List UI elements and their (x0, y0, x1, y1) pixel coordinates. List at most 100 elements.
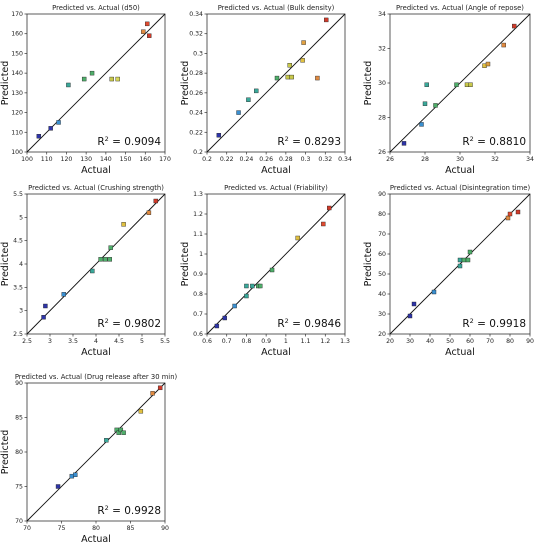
r-squared-r: R (97, 136, 104, 148)
y-tick-label: 0.24 (189, 110, 203, 117)
x-tick-label: 130 (80, 156, 92, 163)
y-tick-label: 20 (378, 331, 386, 338)
y-tick-label: 80 (15, 449, 23, 456)
y-tick-label: 3.5 (13, 284, 23, 291)
x-tick-label: 80 (92, 525, 100, 532)
y-tick-label: 0.2 (193, 149, 203, 156)
x-axis-label: Actual (261, 165, 291, 176)
data-point (102, 257, 108, 262)
data-point (104, 438, 109, 443)
r-squared-r: R (462, 136, 469, 148)
data-point (454, 82, 459, 87)
data-point (109, 76, 114, 82)
data-point (285, 74, 291, 80)
y-axis-label: Predicted (363, 242, 374, 287)
data-point (73, 472, 78, 477)
x-tick-label: 90 (526, 338, 534, 345)
data-point (289, 74, 294, 80)
data-point (501, 42, 506, 48)
data-point (301, 40, 306, 45)
x-axis-label: Actual (81, 347, 111, 358)
y-tick-label: 4.5 (13, 238, 23, 245)
r-squared-value: = 0.9094 (109, 136, 162, 148)
x-axis-label: Actual (261, 347, 291, 358)
data-point (90, 268, 95, 274)
data-point (146, 210, 152, 215)
r-squared-superscript: 2 (470, 135, 474, 143)
r-squared-superscript: 2 (285, 135, 289, 143)
x-tick-label: 170 (159, 156, 171, 163)
x-tick-label: 5.5 (160, 338, 170, 345)
x-tick-label: 140 (100, 156, 112, 163)
reference-line (26, 382, 166, 522)
x-tick-label: 150 (120, 156, 132, 163)
x-tick-label: 3 (48, 338, 52, 345)
y-tick-label: 140 (11, 70, 23, 77)
x-axis-label: Actual (445, 347, 475, 358)
data-point (300, 58, 305, 63)
reference-line (206, 193, 346, 335)
data-point (324, 17, 329, 23)
r-squared-label: R2 = 0.8810 (462, 135, 526, 148)
y-tick-label: 0.34 (189, 11, 203, 18)
chart-title: Predicted vs. Actual (d50) (52, 4, 140, 12)
data-point (467, 249, 473, 255)
data-point (98, 257, 103, 262)
y-tick-label: 60 (378, 251, 386, 258)
data-point (115, 76, 120, 82)
data-point (424, 82, 429, 87)
data-point (107, 257, 113, 262)
data-point (141, 29, 146, 34)
r-squared-label: R2 = 0.9094 (97, 135, 161, 148)
data-point (461, 257, 467, 263)
x-tick-label: 160 (139, 156, 151, 163)
x-axis-label: Actual (81, 534, 111, 545)
y-tick-label: 30 (378, 311, 386, 318)
x-tick-label: 5 (140, 338, 144, 345)
y-tick-label: 70 (378, 231, 386, 238)
reference-line (389, 13, 531, 153)
y-tick-label: 110 (11, 129, 23, 136)
data-point (36, 134, 42, 139)
x-tick-label: 90 (161, 525, 169, 532)
r-squared-value: = 0.9846 (289, 318, 342, 330)
data-point (244, 283, 249, 289)
x-tick-label: 0.34 (338, 156, 352, 163)
y-tick-label: 0.9 (193, 271, 203, 278)
y-tick-label: 50 (378, 271, 386, 278)
data-point (55, 484, 61, 489)
chart-panel: Predicted vs. Actual (Disintegration tim… (363, 184, 534, 358)
data-point (250, 283, 255, 289)
chart-title: Predicted vs. Actual (Drug release after… (15, 373, 178, 381)
r-squared-label: R2 = 0.9846 (277, 317, 341, 330)
data-point (433, 103, 438, 108)
data-point (61, 292, 66, 297)
x-tick-label: 30 (406, 338, 414, 345)
r-squared-r: R (97, 505, 104, 517)
x-tick-label: 4.5 (114, 338, 124, 345)
y-tick-label: 5.5 (13, 191, 23, 198)
r-squared-label: R2 = 0.8293 (277, 135, 341, 148)
reference-line (206, 13, 346, 153)
y-tick-label: 1.2 (193, 211, 203, 218)
r-squared-r: R (97, 318, 104, 330)
y-tick-label: 30 (378, 80, 386, 87)
data-point (150, 391, 155, 396)
r-squared-label: R2 = 0.9918 (462, 317, 526, 330)
data-point (407, 313, 413, 319)
y-tick-label: 80 (378, 211, 386, 218)
y-tick-label: 0.22 (189, 129, 203, 136)
x-tick-label: 70 (23, 525, 31, 532)
r-squared-label: R2 = 0.9928 (97, 504, 161, 517)
data-point (465, 257, 471, 263)
y-axis-label: Predicted (0, 242, 11, 287)
y-tick-label: 5 (19, 214, 23, 221)
y-tick-label: 32 (378, 46, 386, 53)
r-squared-value: = 0.8810 (474, 136, 526, 148)
y-tick-label: 26 (378, 149, 386, 156)
y-axis-label: Predicted (180, 61, 191, 106)
data-point (269, 267, 275, 273)
data-point (422, 101, 428, 106)
y-tick-label: 75 (15, 484, 23, 491)
